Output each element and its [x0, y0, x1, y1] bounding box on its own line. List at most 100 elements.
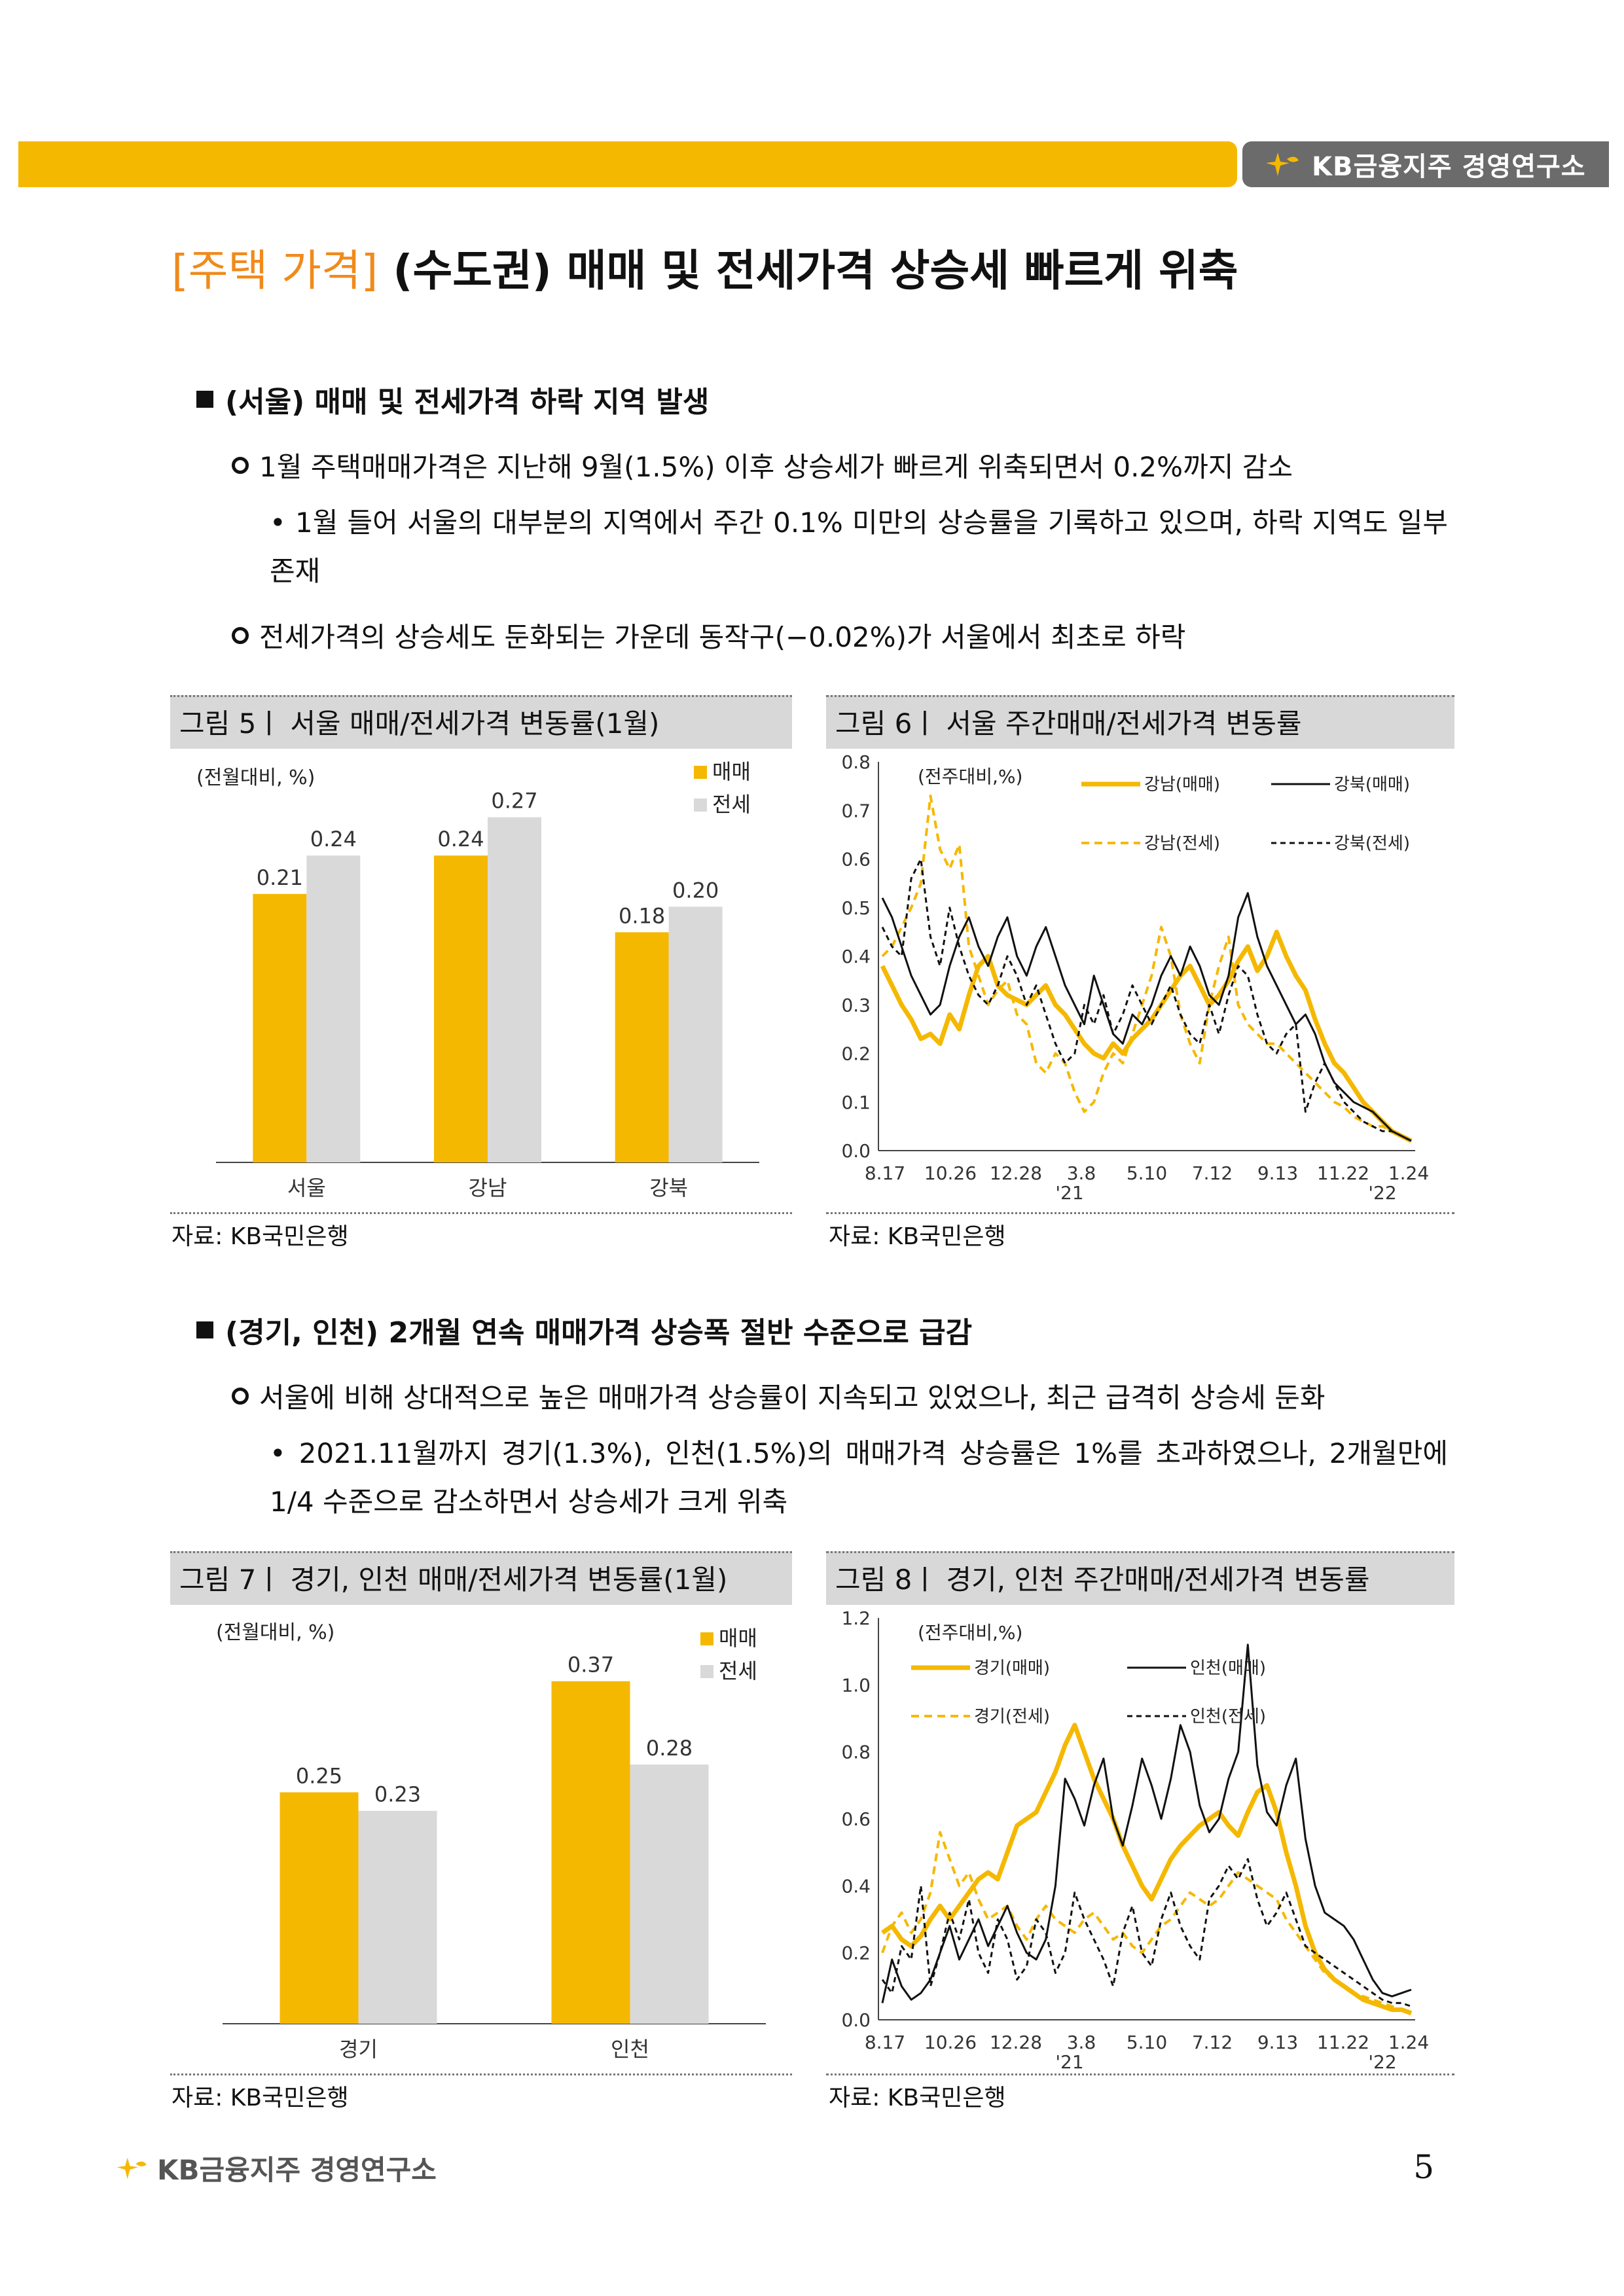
- year-mark: '21: [1055, 2051, 1083, 2073]
- data-label: 0.25: [296, 1763, 342, 1788]
- y-tick-label: 0.2: [841, 1943, 871, 1964]
- bar-매매-강남: [434, 855, 488, 1162]
- y-tick-label: 0.2: [841, 1043, 871, 1065]
- footer-logo-text: KB금융지주 경영연구소: [157, 2154, 437, 2186]
- legend-label: 전세: [719, 1659, 757, 1683]
- section1-bullet1: • 1월 들어 서울의 대부분의 지역에서 주간 0.1% 미만의 상승률을 기…: [270, 507, 1448, 587]
- footer-logo: KB금융지주 경영연구소: [115, 2148, 437, 2188]
- unit-label: (전주대비,%): [918, 1622, 1022, 1643]
- title-tag: [주택 가격]: [171, 245, 378, 296]
- fig5-title: 그림 5ㅣ 서울 매매/전세가격 변동률(1월): [170, 695, 792, 749]
- legend-swatch-전세: [694, 798, 707, 812]
- fig6-title: 그림 6ㅣ 서울 주간매매/전세가격 변동률: [826, 695, 1454, 749]
- section1-point1: 1월 주택매매가격은 지난해 9월(1.5%) 이후 상승세가 빠르게 위축되면…: [232, 445, 1293, 485]
- square-bullet-icon: [196, 1321, 213, 1338]
- data-label: 0.18: [619, 903, 665, 928]
- legend-label: 인천(전세): [1190, 1707, 1266, 1727]
- x-tick-label: 7.12: [1192, 1162, 1233, 1184]
- x-tick-label: 5.10: [1127, 1162, 1167, 1184]
- legend-label: 전세: [712, 792, 751, 817]
- bar-전세-강북: [668, 906, 723, 1162]
- series-line-강남(전세): [881, 795, 1412, 1142]
- y-tick-label: 0.6: [841, 849, 871, 870]
- bar-매매-서울: [253, 893, 307, 1162]
- y-tick-label: 0.4: [841, 946, 871, 967]
- kb-star-icon: [1266, 152, 1299, 176]
- data-label: 0.24: [437, 827, 484, 852]
- section1-heading: (서울) 매매 및 전세가격 하락 지역 발생: [196, 378, 709, 420]
- x-tick-label: 9.13: [1257, 1162, 1298, 1184]
- y-tick-label: 0.8: [841, 753, 871, 773]
- x-tick-label: 3.8: [1067, 2032, 1096, 2053]
- fig5-chart: (전월대비, %) 0.21 0.24 서울 0.24 0.27 강남 0.18 0.20 강북 매…: [196, 759, 759, 1200]
- series-line-인천(전세): [881, 1857, 1412, 2007]
- bar-전세-인천: [630, 1765, 709, 2024]
- bar-매매-강북: [615, 932, 669, 1162]
- legend-label: 강남(매매): [1144, 775, 1220, 795]
- y-tick-label: 0.7: [841, 800, 871, 821]
- title-text: (수도권) 매매 및 전세가격 상승세 빠르게 위축: [378, 245, 1238, 296]
- header-logo-text: KB금융지주 경영연구소: [1312, 152, 1586, 182]
- header-logo: KB금융지주 경영연구소: [1242, 141, 1609, 187]
- x-tick-label: 10.26: [924, 2032, 977, 2053]
- series-line-인천(매매): [881, 1643, 1412, 2003]
- x-tick-label: 12.28: [990, 2032, 1042, 2053]
- circle-bullet-icon: [232, 626, 249, 644]
- x-tick-label: 서울: [287, 1175, 326, 1200]
- header-bar: [18, 141, 1237, 187]
- section2-point1-text: 서울에 비해 상대적으로 높은 매매가격 상승률이 지속되고 있었으나, 최근 …: [259, 1382, 1326, 1414]
- square-bullet-icon: [196, 391, 213, 408]
- data-label: 0.23: [374, 1782, 421, 1807]
- legend-label: 강남(전세): [1144, 834, 1220, 853]
- fig7-source: 자료: KB국민은행: [171, 2085, 349, 2111]
- x-tick-label: 8.17: [865, 1162, 905, 1184]
- unit-label: (전월대비, %): [196, 766, 315, 789]
- bar-전세-강남: [488, 817, 541, 1162]
- section2-bullet1: • 2021.11월까지 경기(1.3%), 인천(1.5%)의 매매가격 상승…: [270, 1437, 1448, 1518]
- x-tick-label: 인천: [611, 2037, 649, 2062]
- fig6-divider: [826, 1212, 1454, 1218]
- fig5-source: 자료: KB국민은행: [171, 1223, 349, 1250]
- x-tick-label: 3.8: [1067, 1162, 1096, 1184]
- fig8-source: 자료: KB국민은행: [829, 2085, 1006, 2111]
- x-tick-label: 11.22: [1317, 1162, 1369, 1184]
- data-label: 0.27: [491, 789, 537, 814]
- year-mark: '21: [1055, 1182, 1083, 1204]
- year-mark: '22: [1368, 2051, 1396, 2073]
- data-label: 0.28: [646, 1736, 693, 1761]
- year-mark: '22: [1368, 1182, 1396, 1204]
- section1-point1-text: 1월 주택매매가격은 지난해 9월(1.5%) 이후 상승세가 빠르게 위축되면…: [259, 451, 1293, 483]
- data-label: 0.20: [672, 878, 719, 903]
- fig6-source: 자료: KB국민은행: [829, 1223, 1006, 1250]
- data-label: 0.21: [257, 865, 303, 890]
- kb-star-icon: [117, 2157, 147, 2179]
- section2-heading-text: (경기, 인천) 2개월 연속 매매가격 상승폭 절반 수준으로 급감: [225, 1316, 973, 1350]
- x-tick-label: 12.28: [990, 1162, 1042, 1184]
- x-tick-label: 8.17: [865, 2032, 905, 2053]
- page-number: 5: [1413, 2148, 1434, 2186]
- page-title: [주택 가격] (수도권) 매매 및 전세가격 상승세 빠르게 위축: [171, 236, 1238, 298]
- legend-label: 경기(전세): [974, 1707, 1050, 1727]
- legend-swatch-전세: [700, 1665, 713, 1678]
- y-tick-label: 0.0: [841, 1140, 871, 1162]
- x-tick-label: 강남: [469, 1175, 507, 1200]
- legend-label: 인천(매매): [1190, 1659, 1266, 1678]
- fig6-chart: 0.0 0.1 0.2 0.3 0.4 0.5 0.6 0.7 0.8 8.17 10.26 12.2…: [841, 753, 1429, 1204]
- fig8-chart: 0.0 0.2 0.4 0.6 0.8 1.0 1.2 8.17 10.26 12.28 3.8 5.…: [841, 1609, 1429, 2073]
- series-line-경기(전세): [881, 1831, 1412, 2015]
- x-tick-label: 9.13: [1257, 2032, 1298, 2053]
- x-tick-label: 1.24: [1388, 1162, 1429, 1184]
- circle-bullet-icon: [232, 1387, 249, 1405]
- legend-label: 경기(매매): [974, 1659, 1050, 1678]
- legend-label: 매매: [712, 759, 751, 784]
- section1-heading-text: (서울) 매매 및 전세가격 하락 지역 발생: [225, 386, 710, 419]
- bar-전세-경기: [358, 1810, 437, 2024]
- x-tick-label: 1.24: [1388, 2032, 1429, 2053]
- section2-heading: (경기, 인천) 2개월 연속 매매가격 상승폭 절반 수준으로 급감: [196, 1309, 972, 1351]
- y-tick-label: 0.5: [841, 897, 871, 919]
- section1-point2: 전세가격의 상승세도 둔화되는 가운데 동작구(−0.02%)가 서울에서 최초…: [232, 615, 1185, 655]
- series-line-강북(매매): [881, 892, 1412, 1142]
- fig7-title: 그림 7ㅣ 경기, 인천 매매/전세가격 변동률(1월): [170, 1551, 792, 1605]
- y-tick-label: 0.6: [841, 1808, 871, 1830]
